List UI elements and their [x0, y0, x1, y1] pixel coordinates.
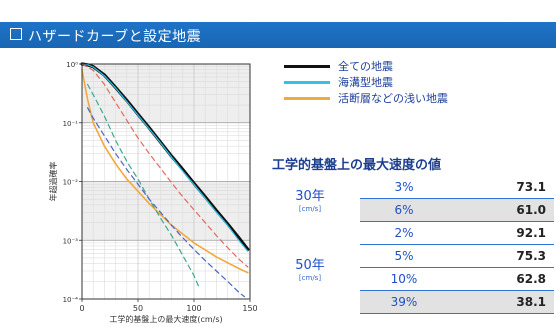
value-cell: 38.1 [448, 290, 554, 314]
grid-band [82, 64, 250, 123]
legend-label: 活断層などの浅い地震 [338, 92, 448, 105]
x-tick-label: 150 [242, 304, 257, 313]
legend-label: 海溝型地震 [338, 76, 393, 89]
pga-table: 30年 [cm/s] 3% 73.1 6% 61.0 50年 [cm/s] 2%… [272, 176, 554, 314]
table-row: 10% 62.8 [272, 267, 554, 291]
spacer [348, 222, 360, 314]
probability-cell: 2% [360, 221, 448, 245]
grid-band [82, 181, 250, 241]
series-line-3 [81, 63, 249, 268]
y-axis-label: 年超過確率 [48, 162, 58, 202]
table-row: 50年 [cm/s] 2% 92.1 [272, 221, 554, 282]
period-unit: [cm/s] [298, 273, 322, 282]
legend-item-trench: 海溝型地震 [284, 74, 524, 90]
period-unit: [cm/s] [298, 204, 322, 213]
hazard-curve-chart: 0 50 100 150 10⁰ 10⁻¹ 10⁻² 10⁻³ 10⁻⁴ 工学的基盤上の最大速度(… [48, 61, 258, 324]
series-line-1 [81, 63, 249, 252]
legend-swatch [284, 65, 330, 68]
y-tick-label: 10⁻² [63, 179, 79, 187]
y-tick-label: 10⁰ [66, 61, 78, 69]
legend-swatch [284, 81, 330, 84]
probability-cell: 6% [360, 198, 448, 222]
x-tick-label: 100 [186, 304, 201, 313]
value-cell: 75.3 [448, 244, 554, 268]
table-title: 工学的基盤上の最大速度の値 [272, 158, 442, 173]
y-tick-label: 10⁻³ [63, 237, 79, 245]
legend-item-shallow: 活断層などの浅い地震 [284, 90, 524, 106]
value-cell: 61.0 [448, 198, 554, 222]
y-tick-label: 10⁻¹ [63, 120, 79, 128]
table-row: 30年 [cm/s] 3% 73.1 [272, 176, 554, 213]
chart-legend: 全ての地震 海溝型地震 活断層などの浅い地震 [284, 58, 524, 106]
period-label: 30年 [295, 188, 325, 204]
series-line-5 [86, 107, 245, 298]
period-cell-50: 50年 [cm/s] [272, 222, 348, 314]
probability-cell: 39% [360, 290, 448, 314]
x-tick-label: 50 [133, 304, 143, 313]
value-cell: 92.1 [448, 221, 554, 245]
probability-cell: 5% [360, 244, 448, 268]
table-row: 6% 61.0 [272, 198, 554, 222]
series-line-2 [81, 68, 249, 274]
y-tick-label: 10⁻⁴ [63, 296, 79, 304]
x-axis-label: 工学的基盤上の最大速度(cm/s) [109, 314, 222, 324]
spacer [348, 176, 360, 222]
page-title: ハザードカーブと設定地震 [28, 29, 202, 45]
period-label: 50年 [295, 257, 325, 273]
x-tick-label: 0 [79, 304, 84, 313]
legend-swatch [284, 97, 330, 100]
table-row: 39% 38.1 [272, 290, 554, 314]
period-cell-30: 30年 [cm/s] [272, 176, 348, 222]
title-bar: ハザードカーブと設定地震 [0, 22, 556, 48]
value-cell: 73.1 [448, 176, 554, 199]
probability-cell: 10% [360, 267, 448, 291]
value-cell: 62.8 [448, 267, 554, 291]
square-icon [10, 28, 22, 40]
legend-item-all: 全ての地震 [284, 58, 524, 74]
probability-cell: 3% [360, 176, 448, 199]
series-line-4 [86, 83, 201, 290]
legend-label: 全ての地震 [338, 60, 393, 73]
table-row: 5% 75.3 [272, 244, 554, 268]
